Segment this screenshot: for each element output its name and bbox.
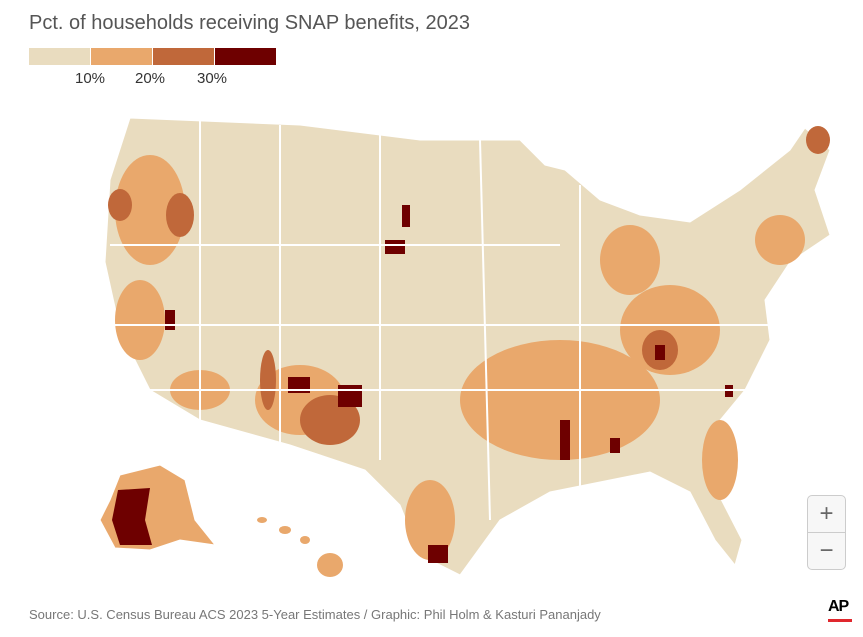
legend-tick-30: 30% <box>197 70 228 87</box>
zoom-controls: + − <box>807 495 846 570</box>
alaska-dark-counties <box>112 488 152 545</box>
legend-swatch-30plus <box>215 48 276 65</box>
chart-title: Pct. of households receiving SNAP benefi… <box>29 12 471 34</box>
source-note: Source: U.S. Census Bureau ACS 2023 5-Ye… <box>29 607 601 622</box>
ap-logo: AP <box>828 598 849 615</box>
legend-swatch-0-10 <box>29 48 90 65</box>
zoom-out-button[interactable]: − <box>819 537 834 564</box>
contiguous-us[interactable] <box>104 117 831 576</box>
state-borders <box>110 120 770 521</box>
legend <box>29 48 277 65</box>
county-shading <box>108 126 830 563</box>
legend-tick-10: 10% <box>75 70 106 87</box>
legend-tick-20: 20% <box>135 70 166 87</box>
hawaii[interactable] <box>257 517 343 577</box>
ap-logo-underline <box>828 619 852 622</box>
zoom-in-button[interactable]: + <box>808 496 845 533</box>
legend-swatch-10-20 <box>91 48 152 65</box>
legend-swatch-20-30 <box>153 48 214 65</box>
